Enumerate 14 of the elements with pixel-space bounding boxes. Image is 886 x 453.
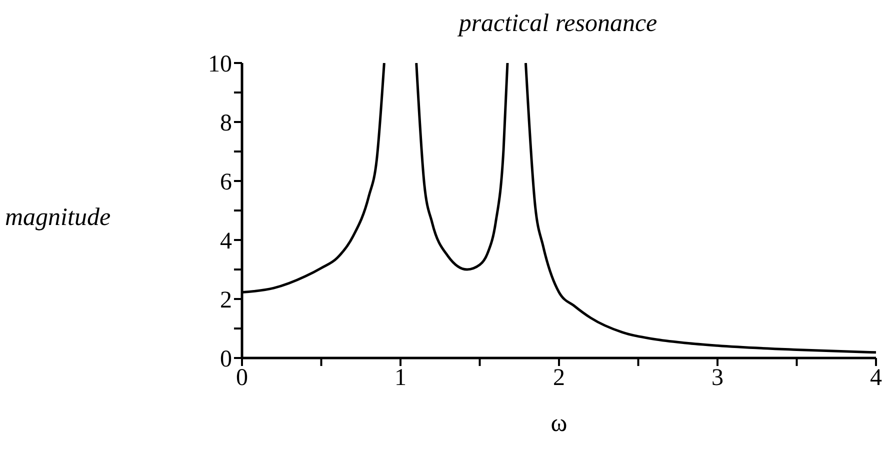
x-tick-label: 2 bbox=[553, 365, 565, 392]
x-tick-label: 1 bbox=[394, 365, 406, 392]
y-tick-label: 6 bbox=[220, 170, 232, 196]
y-tick-label: 0 bbox=[220, 346, 232, 373]
chart-title: practical resonance bbox=[456, 10, 658, 38]
y-tick-label: 4 bbox=[220, 228, 232, 255]
y-tick-label: 8 bbox=[220, 110, 232, 137]
x-tick-label: 4 bbox=[870, 365, 882, 392]
x-tick-label: 3 bbox=[712, 365, 724, 392]
y-tick-label: 2 bbox=[220, 288, 232, 314]
y-tick-label: 10 bbox=[208, 52, 232, 78]
y-axis-title: magnitude bbox=[5, 204, 111, 232]
x-tick-label: 0 bbox=[236, 365, 248, 392]
x-axis-title: ω bbox=[550, 410, 568, 438]
